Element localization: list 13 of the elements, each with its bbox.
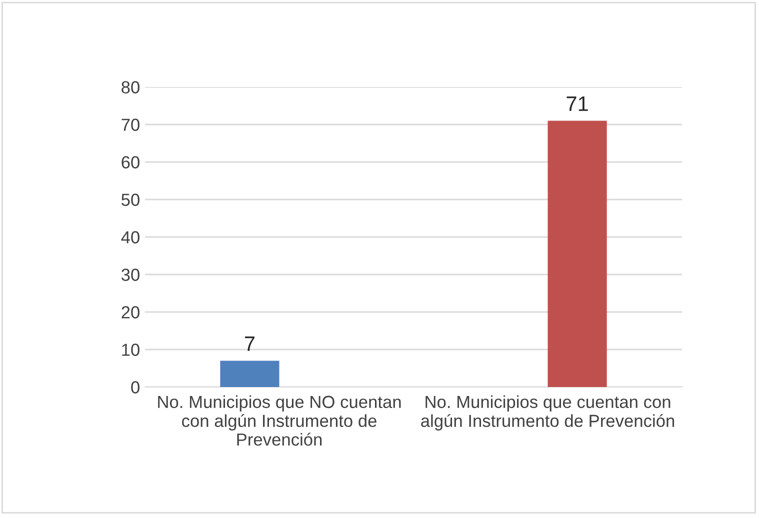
data-label: 71 (566, 96, 588, 111)
y-tick-label: 10 (122, 344, 140, 356)
y-tick-label: 0 (131, 381, 140, 394)
y-tick-label: 70 (122, 118, 140, 131)
y-tick-label: 40 (121, 231, 140, 244)
y-tick-label: 60 (122, 156, 140, 168)
data-label: 7 (244, 336, 254, 351)
y-tick-label: 20 (122, 306, 140, 318)
y-tick-label: 50 (122, 194, 140, 206)
x-tick-label: No. Municipios que cuentan con algún Instrumento de Prevención (421, 395, 674, 430)
y-tick-label: 30 (121, 268, 140, 281)
x-tick-label: No. Municipios que NO cuentan con algún Instrumento de Prevención (158, 395, 401, 446)
y-tick-label: 80 (122, 81, 140, 94)
